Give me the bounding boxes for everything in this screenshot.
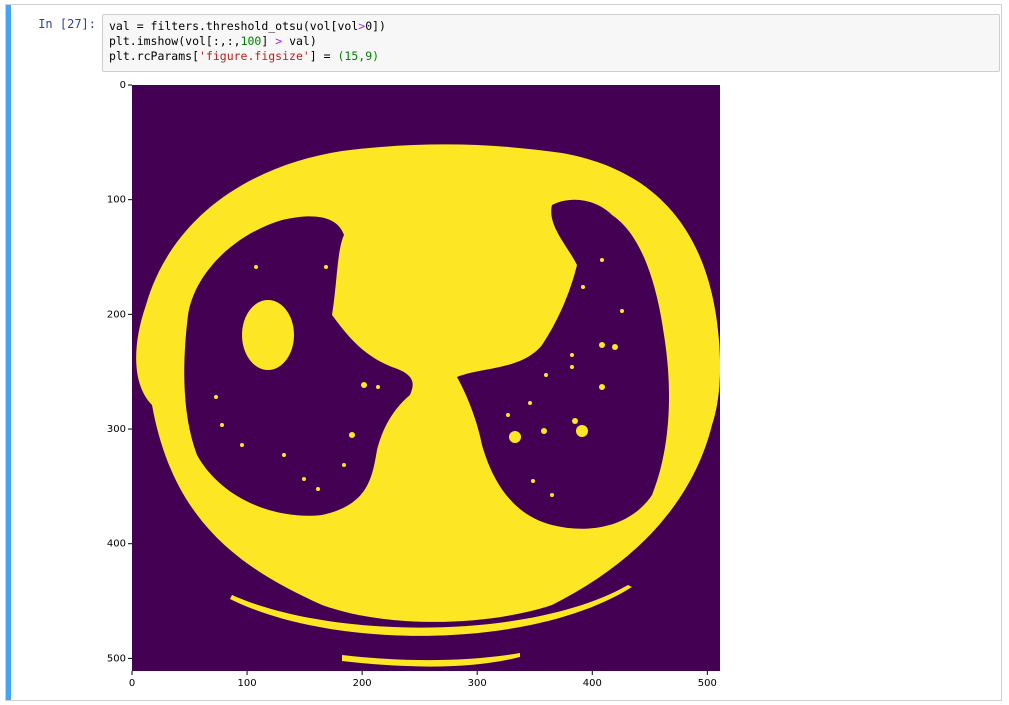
x-tick-label: 500	[698, 678, 717, 689]
x-tick-label: 300	[468, 678, 487, 689]
left-lung	[184, 216, 413, 516]
input-prompt: In [27]:	[38, 17, 96, 31]
y-tick-label: 200	[107, 309, 126, 320]
code-line-1: val = filters.threshold_otsu(vol[vol>0])	[109, 19, 386, 33]
y-tick-label: 0	[120, 80, 126, 91]
x-tick-label: 200	[353, 678, 372, 689]
right-lung	[457, 199, 669, 529]
code-line-3: plt.rcParams['figure.figsize'] = (15,9)	[109, 49, 380, 63]
code-line-2: plt.imshow(vol[:,:,100] > val)	[109, 34, 317, 48]
table-arc-2	[342, 653, 520, 667]
x-tick-label: 400	[583, 678, 602, 689]
cell-selection-bar	[6, 5, 11, 700]
output-area: 0 100 200 300 400 500 0 100 200 300 400 500	[102, 79, 742, 699]
y-tick-label: 100	[107, 195, 126, 206]
x-tick-label: 0	[129, 678, 135, 689]
y-tick-label: 500	[107, 653, 126, 664]
vessel-dots	[214, 258, 624, 497]
y-tick-label: 400	[107, 539, 126, 550]
table-arc-1	[230, 585, 632, 636]
y-tick-label: 300	[107, 424, 126, 435]
notebook-cell[interactable]: In [27]: val = filters.threshold_otsu(vo…	[5, 4, 1002, 701]
left-lung-blob	[242, 300, 294, 370]
imshow-plot: 0 100 200 300 400 500 0 100 200 300 400 500	[107, 80, 721, 689]
code-input[interactable]: val = filters.threshold_otsu(vol[vol>0])…	[102, 14, 1000, 72]
x-tick-label: 100	[238, 678, 257, 689]
